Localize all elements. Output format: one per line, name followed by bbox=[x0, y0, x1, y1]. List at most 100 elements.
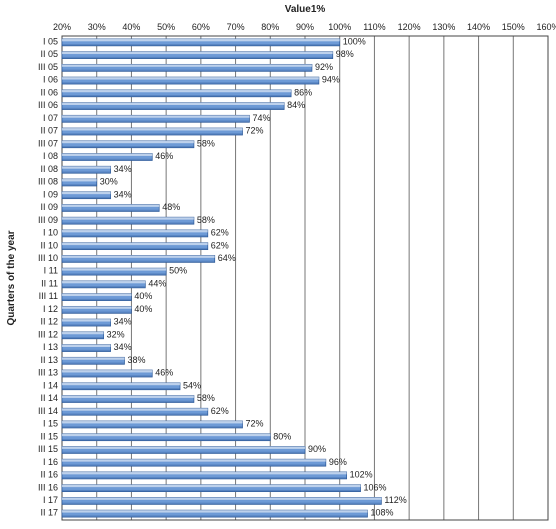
bar-highlight bbox=[62, 128, 243, 130]
bar-highlight bbox=[62, 332, 104, 334]
value-label: 96% bbox=[329, 457, 347, 467]
x-axis-title: Value1% bbox=[285, 4, 326, 15]
value-label: 54% bbox=[183, 380, 201, 390]
bar-highlight bbox=[62, 395, 194, 397]
bar-highlight bbox=[62, 166, 111, 168]
category-label: I 09 bbox=[43, 189, 58, 199]
bar-highlight bbox=[62, 306, 131, 308]
category-label: III 16 bbox=[38, 482, 58, 492]
value-label: 92% bbox=[315, 62, 333, 72]
value-label: 80% bbox=[273, 431, 291, 441]
value-label: 58% bbox=[197, 393, 215, 403]
x-tick-label: 40% bbox=[122, 22, 140, 32]
bar-highlight bbox=[62, 243, 208, 245]
value-label: 62% bbox=[211, 228, 229, 238]
value-label: 90% bbox=[308, 444, 326, 454]
bar-highlight bbox=[62, 90, 291, 92]
category-label: I 07 bbox=[43, 113, 58, 123]
x-tick-label: 80% bbox=[261, 22, 279, 32]
x-tick-label: 70% bbox=[227, 22, 245, 32]
bar-highlight bbox=[62, 294, 131, 296]
category-label: II 05 bbox=[40, 49, 58, 59]
category-label: I 12 bbox=[43, 304, 58, 314]
value-label: 50% bbox=[169, 266, 187, 276]
bar-highlight bbox=[62, 421, 243, 423]
bar-highlight bbox=[62, 141, 194, 143]
bar-highlight bbox=[62, 103, 284, 105]
category-label: I 16 bbox=[43, 457, 58, 467]
category-label: III 12 bbox=[38, 329, 58, 339]
value-label: 46% bbox=[155, 368, 173, 378]
bar-highlight bbox=[62, 357, 124, 359]
category-label: I 13 bbox=[43, 342, 58, 352]
value-label: 34% bbox=[114, 342, 132, 352]
value-label: 72% bbox=[246, 419, 264, 429]
category-label: III 06 bbox=[38, 100, 58, 110]
x-tick-label: 160% bbox=[536, 22, 556, 32]
x-tick-label: 20% bbox=[53, 22, 71, 32]
value-label: 98% bbox=[336, 49, 354, 59]
value-label: 58% bbox=[197, 138, 215, 148]
bar-highlight bbox=[62, 383, 180, 385]
x-tick-label: 110% bbox=[363, 22, 385, 32]
value-label: 106% bbox=[364, 482, 387, 492]
value-label: 34% bbox=[114, 189, 132, 199]
value-label: 86% bbox=[294, 87, 312, 97]
category-label: II 10 bbox=[40, 240, 58, 250]
x-tick-label: 90% bbox=[296, 22, 314, 32]
value-label: 112% bbox=[384, 495, 406, 505]
x-tick-label: 60% bbox=[192, 22, 210, 32]
bar-highlight bbox=[62, 64, 312, 66]
category-label: III 13 bbox=[38, 368, 58, 378]
bar-highlight bbox=[62, 370, 152, 372]
category-label: II 14 bbox=[40, 393, 58, 403]
category-label: II 11 bbox=[41, 278, 58, 288]
bar-highlight bbox=[62, 345, 111, 347]
category-label: III 15 bbox=[38, 444, 58, 454]
bar-highlight bbox=[62, 485, 361, 487]
x-tick-label: 130% bbox=[432, 22, 455, 32]
value-chart: Value1% 20% 30% 40% 50% 60% 70% 80% 90% 100% 110% 1… bbox=[0, 0, 556, 529]
x-tick-label: 150% bbox=[502, 22, 525, 32]
bar-highlight bbox=[62, 459, 326, 461]
bar-highlight bbox=[62, 230, 208, 232]
bar-highlight bbox=[62, 255, 215, 257]
x-tick-label: 30% bbox=[88, 22, 106, 32]
bar-highlight bbox=[62, 204, 159, 206]
category-label: II 16 bbox=[40, 470, 58, 480]
category-label: I 05 bbox=[43, 36, 58, 46]
category-label: II 06 bbox=[40, 87, 58, 97]
bar-highlight bbox=[62, 192, 111, 194]
value-label: 38% bbox=[127, 355, 145, 365]
y-axis-title: Quarters of the year bbox=[6, 230, 17, 325]
bar-highlight bbox=[62, 281, 145, 283]
category-label: II 09 bbox=[40, 202, 58, 212]
category-label: I 17 bbox=[43, 495, 58, 505]
category-label: II 12 bbox=[40, 317, 58, 327]
value-label: 62% bbox=[211, 406, 229, 416]
value-label: 102% bbox=[350, 470, 373, 480]
bar-highlight bbox=[62, 434, 270, 436]
value-label: 40% bbox=[134, 291, 152, 301]
category-label: I 08 bbox=[43, 151, 58, 161]
bar-highlight bbox=[62, 52, 333, 54]
category-label: III 14 bbox=[38, 406, 58, 416]
bar-highlight bbox=[62, 77, 319, 79]
bar-highlight bbox=[62, 115, 249, 117]
value-label: 44% bbox=[148, 278, 166, 288]
value-label: 34% bbox=[114, 164, 132, 174]
value-label: 64% bbox=[218, 253, 236, 263]
value-label: 58% bbox=[197, 215, 215, 225]
x-tick-label: 100% bbox=[328, 22, 351, 32]
value-label: 72% bbox=[246, 126, 264, 136]
bar-highlight bbox=[62, 446, 305, 448]
category-label: I 11 bbox=[44, 266, 58, 276]
value-label: 84% bbox=[287, 100, 305, 110]
value-label: 34% bbox=[114, 317, 132, 327]
bar-highlight bbox=[62, 217, 194, 219]
value-label: 46% bbox=[155, 151, 173, 161]
category-label: I 15 bbox=[43, 419, 58, 429]
bar-highlight bbox=[62, 472, 347, 474]
bar-highlight bbox=[62, 497, 381, 499]
x-tick-label: 120% bbox=[398, 22, 421, 32]
